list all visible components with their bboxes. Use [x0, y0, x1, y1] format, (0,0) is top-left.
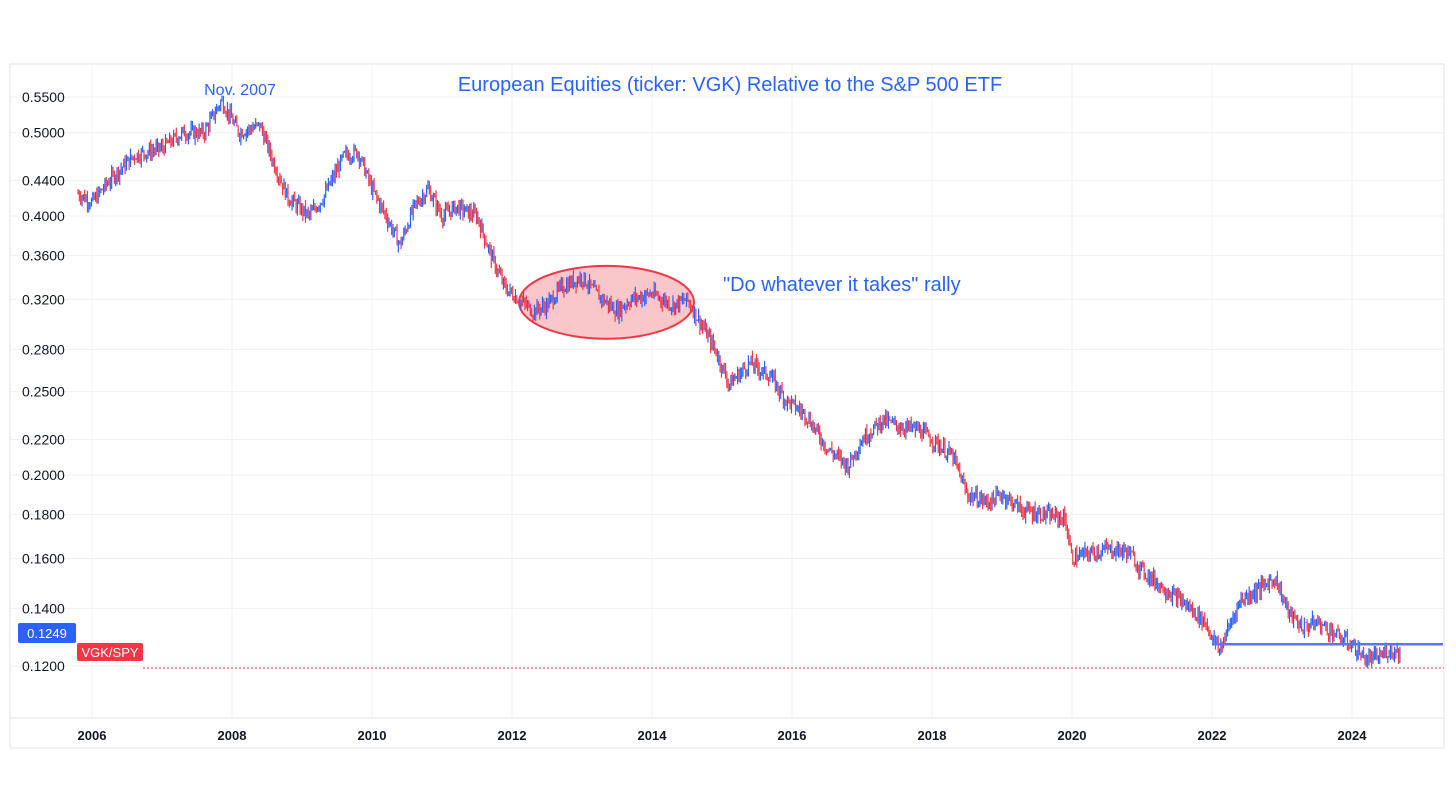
annotation-rally-label: "Do whatever it takes" rally: [723, 274, 961, 296]
y-tick-label: 0.5500: [22, 89, 65, 105]
last-price-badge-text: 0.1249: [27, 626, 67, 641]
x-tick-label: 2016: [778, 728, 807, 743]
y-tick-label: 0.2000: [22, 467, 65, 483]
x-tick-label: 2006: [78, 728, 107, 743]
x-tick-label: 2008: [218, 728, 247, 743]
y-tick-label: 0.2200: [22, 431, 65, 447]
y-tick-label: 0.3200: [22, 291, 65, 307]
symbol-badge-text: VGK/SPY: [81, 645, 138, 660]
plot-frame: [9, 63, 1445, 749]
x-tick-label: 2014: [638, 728, 668, 743]
x-tick-label: 2018: [918, 728, 947, 743]
y-tick-label: 0.4000: [22, 208, 65, 224]
grid: [10, 64, 1444, 718]
y-tick-label: 0.3600: [22, 247, 65, 263]
last-price-badge: 0.1249: [18, 623, 76, 643]
x-tick-label: 2020: [1058, 728, 1087, 743]
y-tick-label: 0.1600: [22, 550, 65, 566]
symbol-badge: VGK/SPY: [77, 643, 143, 661]
x-tick-label: 2022: [1198, 728, 1227, 743]
y-tick-label: 0.1800: [22, 506, 65, 522]
x-tick-label: 2010: [358, 728, 387, 743]
y-tick-label: 0.4400: [22, 172, 65, 188]
y-axis: 0.5500 0.5000 0.4400 0.4000 0.3600 0.3200 0.28…: [22, 89, 65, 674]
x-tick-label: 2012: [498, 728, 527, 743]
y-tick-label: 0.1200: [22, 658, 65, 674]
y-tick-label: 0.2500: [22, 384, 65, 400]
y-tick-label: 0.5000: [22, 125, 65, 141]
y-tick-label: 0.1400: [22, 600, 65, 616]
x-axis: 2006 2008 2010 2012 2014 2016 2018 2020 2022 2024: [78, 728, 1368, 743]
y-tick-label: 0.2800: [22, 341, 65, 357]
x-tick-label: 2024: [1338, 728, 1368, 743]
candlestick-series: [77, 95, 1401, 668]
last-price-badge-bg: [18, 623, 76, 643]
annotation-peak-label: Nov. 2007: [204, 82, 276, 99]
symbol-badge-bg: [77, 643, 143, 661]
chart-title: European Equities (ticker: VGK) Relative…: [458, 74, 1002, 96]
